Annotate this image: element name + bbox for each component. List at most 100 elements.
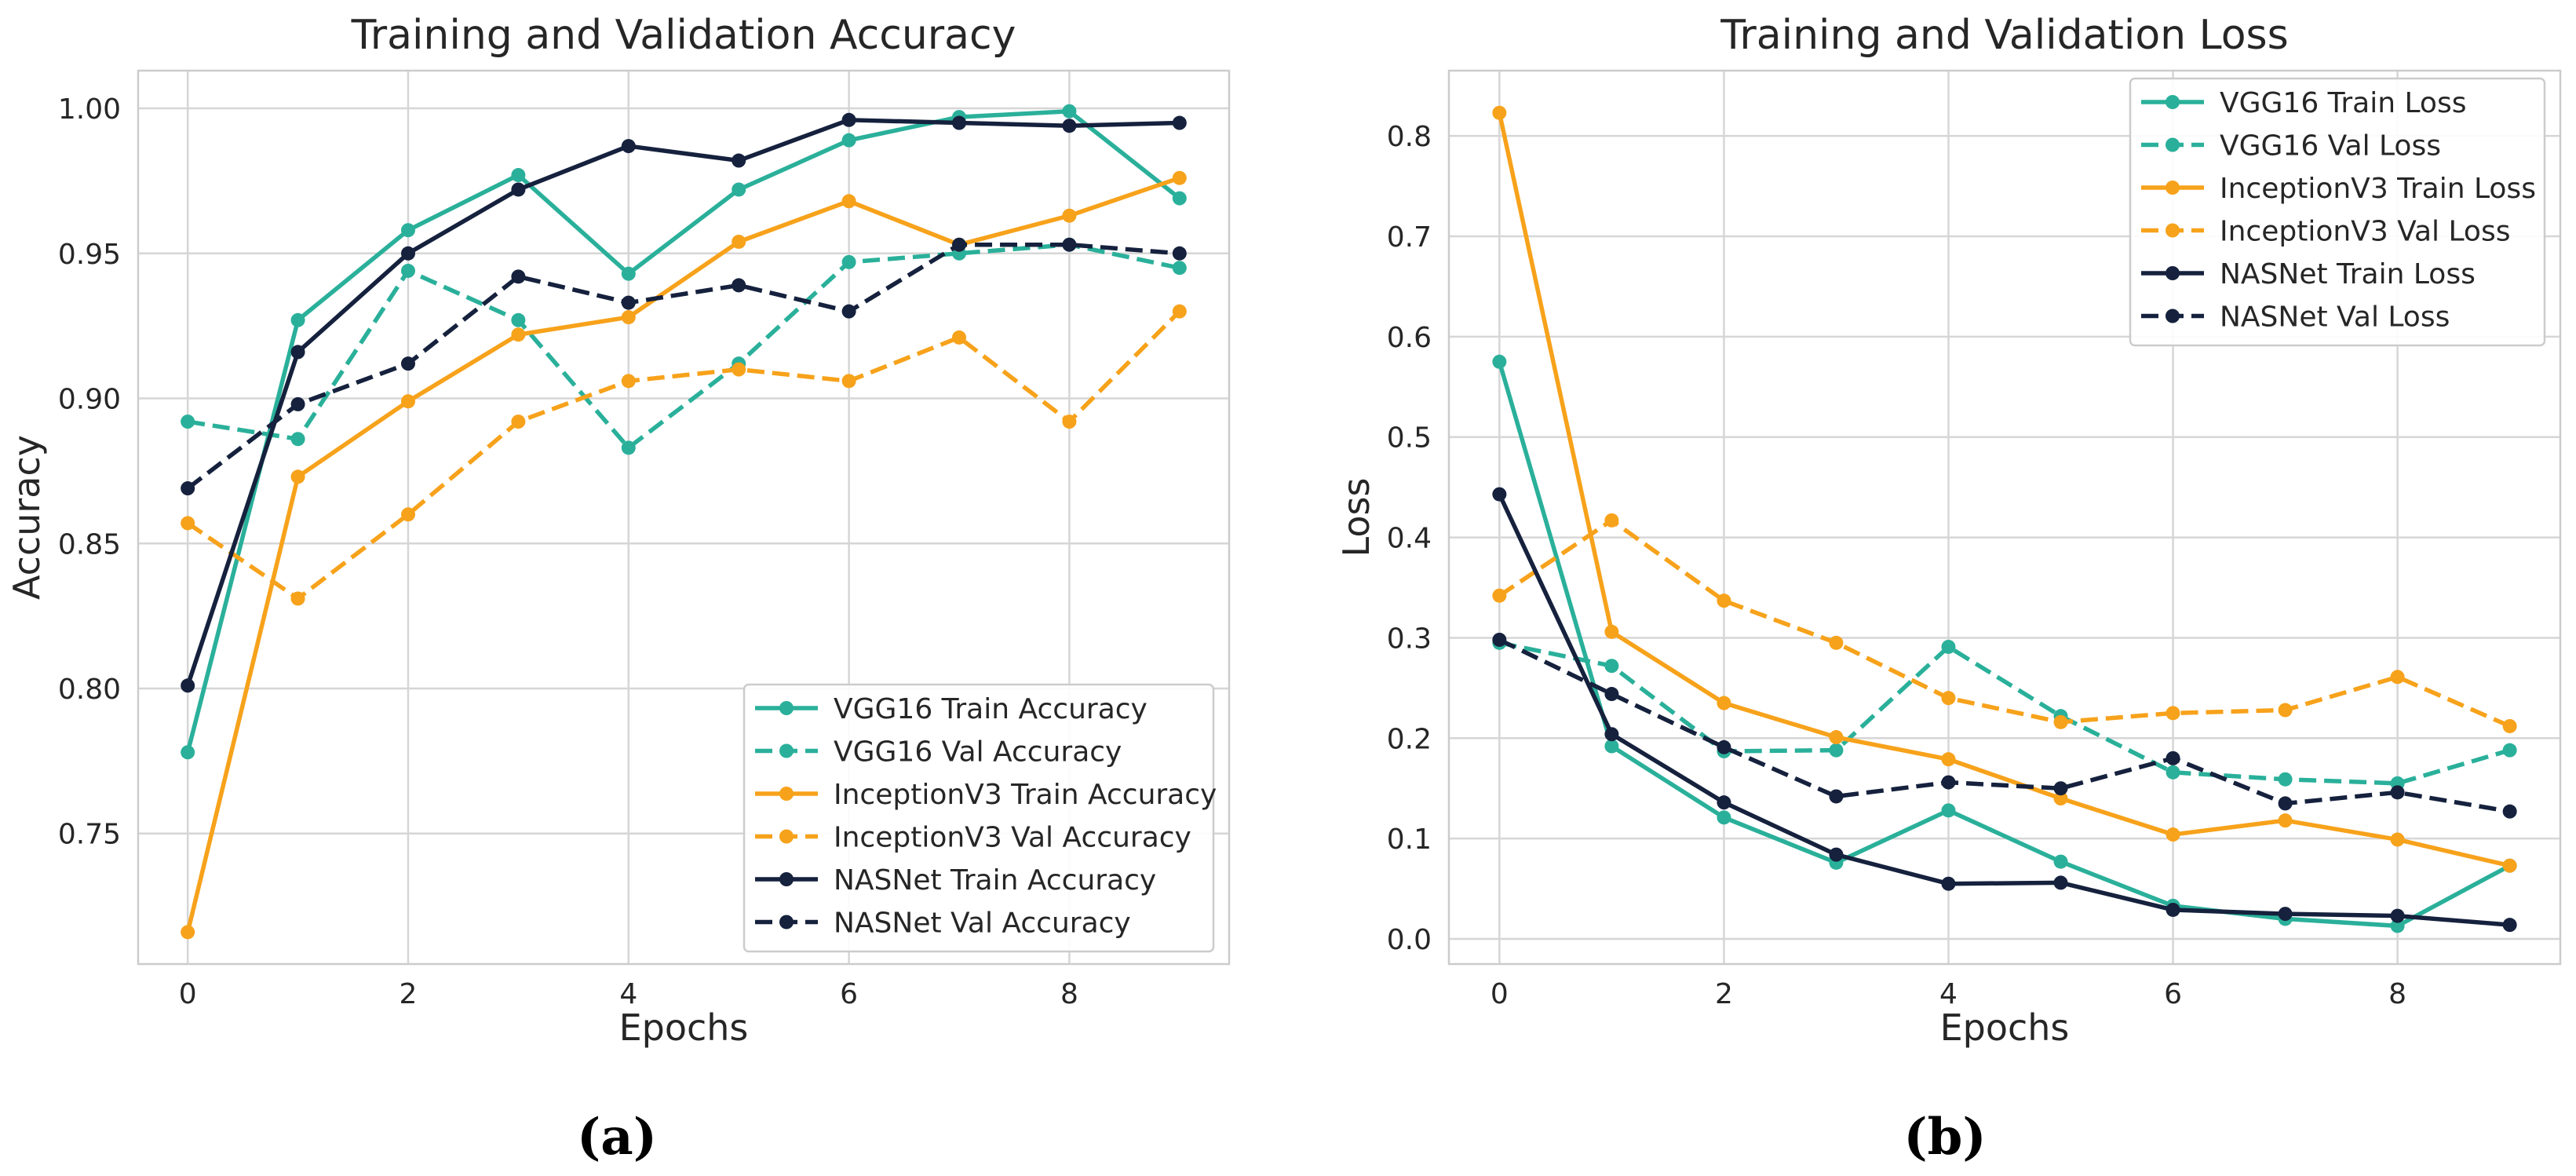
data-point — [621, 139, 636, 154]
legend-label: InceptionV3 Train Loss — [2220, 173, 2536, 205]
data-point — [841, 304, 856, 319]
legend-label: InceptionV3 Val Accuracy — [834, 822, 1191, 854]
x-tick-label: 6 — [2164, 978, 2182, 1010]
data-point — [290, 469, 305, 484]
legend-label: NASNet Val Accuracy — [834, 908, 1131, 940]
series-line-nasnet-train-loss — [1497, 493, 2510, 927]
y-tick-label: 0.85 — [58, 528, 121, 561]
data-point — [1941, 752, 1956, 767]
data-point — [2053, 875, 2068, 890]
x-axis-label: Epochs — [619, 1006, 749, 1049]
x-tick-label: 8 — [1060, 978, 1078, 1010]
data-point — [841, 254, 856, 269]
data-point — [2278, 907, 2293, 922]
legend-label: VGG16 Val Loss — [2220, 130, 2441, 163]
y-tick-label: 0.3 — [1387, 623, 1432, 655]
data-point — [1492, 588, 1507, 603]
data-point — [1604, 659, 1619, 674]
data-point — [1604, 513, 1619, 528]
legend-box — [743, 683, 1215, 953]
chart-title: Training and Validation Accuracy — [351, 12, 1016, 59]
legend-label: InceptionV3 Train Accuracy — [834, 779, 1217, 811]
x-tick-label: 0 — [179, 978, 197, 1010]
legend-label: InceptionV3 Val Loss — [2220, 216, 2510, 248]
data-point — [1941, 876, 1956, 891]
y-tick-label: 0.75 — [58, 819, 121, 851]
y-tick-label: 0.7 — [1387, 221, 1432, 254]
y-tick-label: 0.1 — [1387, 824, 1432, 856]
data-point — [290, 591, 305, 606]
data-point — [511, 168, 526, 183]
data-point — [1062, 208, 1077, 223]
data-point — [400, 223, 415, 238]
data-point — [181, 745, 195, 760]
data-point — [1717, 795, 1731, 810]
x-tick-label: 6 — [840, 978, 858, 1010]
data-point — [1492, 632, 1507, 647]
x-tick-label: 4 — [1939, 978, 1958, 1010]
legend-swatch-marker — [2166, 309, 2180, 323]
data-point — [511, 312, 526, 327]
data-point — [400, 394, 415, 409]
data-point — [2502, 804, 2517, 819]
data-point — [400, 246, 415, 261]
data-point — [1172, 191, 1187, 206]
data-point — [400, 507, 415, 522]
data-point — [2502, 718, 2517, 733]
data-point — [841, 112, 856, 127]
x-axis-label: Epochs — [1940, 1006, 2070, 1049]
data-point — [2166, 765, 2180, 780]
data-point — [621, 310, 636, 325]
data-point — [181, 678, 195, 693]
legend-swatch-marker — [779, 872, 794, 886]
data-point — [181, 516, 195, 531]
data-point — [2166, 706, 2180, 721]
data-point — [1172, 115, 1187, 130]
data-point — [1941, 639, 1956, 654]
legend-swatch-marker — [779, 829, 794, 844]
data-point — [511, 415, 526, 429]
data-point — [1604, 739, 1619, 754]
legend-swatch-marker — [2166, 137, 2180, 152]
data-point — [2053, 791, 2068, 806]
series-line-vgg16-train-accuracy — [185, 108, 1181, 753]
data-point — [290, 345, 305, 360]
data-point — [1604, 624, 1619, 639]
data-point — [621, 374, 636, 389]
data-point — [621, 266, 636, 281]
data-point — [1717, 696, 1731, 710]
data-point — [1062, 104, 1077, 119]
data-point — [1492, 487, 1507, 502]
data-point — [2390, 785, 2405, 800]
data-point — [1941, 775, 1956, 790]
series-line-vgg16-val-loss — [1498, 641, 2511, 786]
y-tick-label: 0.6 — [1387, 322, 1432, 354]
data-point — [181, 415, 195, 429]
legend-swatch-marker — [779, 787, 794, 801]
data-point — [1829, 847, 1844, 862]
data-point — [1941, 691, 1956, 706]
data-point — [732, 234, 746, 249]
data-point — [181, 925, 195, 940]
data-point — [290, 396, 305, 411]
data-point — [952, 330, 967, 345]
legend-label: VGG16 Val Accuracy — [834, 736, 1122, 769]
y-tick-label: 0.4 — [1387, 523, 1432, 555]
legend-label: NASNet Val Loss — [2220, 301, 2450, 334]
legend-label: VGG16 Train Accuracy — [834, 693, 1148, 725]
legend-label: NASNet Train Accuracy — [834, 864, 1156, 897]
data-point — [732, 278, 746, 293]
series-line-inceptionv3-val-loss — [1498, 518, 2511, 729]
data-point — [1062, 237, 1077, 252]
legend-label: VGG16 Train Loss — [2220, 87, 2466, 119]
data-point — [841, 194, 856, 209]
series-line-inceptionv3-train-accuracy — [185, 176, 1180, 933]
y-tick-label: 1.00 — [58, 93, 121, 126]
data-point — [621, 295, 636, 310]
y-tick-label: 0.80 — [58, 674, 121, 706]
legend: VGG16 Train Accuracy VGG16 Val Accuracy In… — [743, 683, 1217, 953]
data-point — [2053, 781, 2068, 796]
plot-frame — [1447, 69, 2562, 966]
data-point — [732, 182, 746, 197]
series-line-nasnet-train-accuracy — [185, 118, 1180, 687]
